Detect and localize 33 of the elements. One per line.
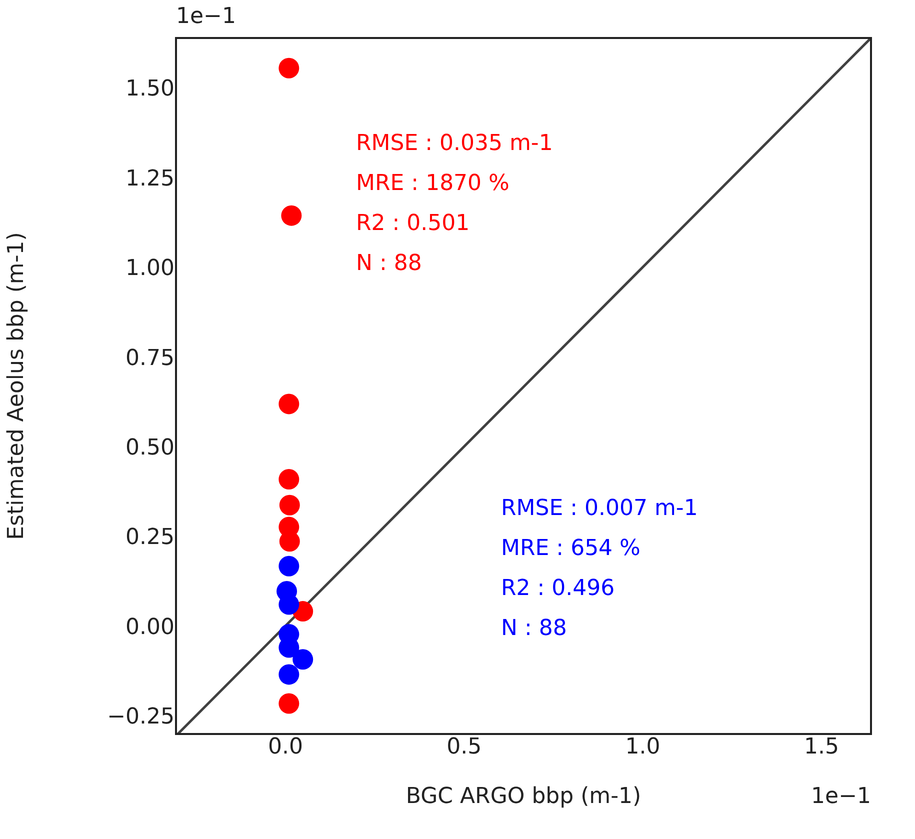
annotation: N : 88 bbox=[501, 616, 567, 641]
y-tick-label: 0.25 bbox=[126, 525, 174, 550]
text: 1e−1 bbox=[176, 4, 236, 29]
y-tick-label: 1.50 bbox=[126, 76, 174, 102]
y-tick-label: 1.25 bbox=[126, 166, 174, 192]
y-axis-title: Estimated Aeolus bbp (m-1) bbox=[4, 232, 29, 540]
text: 1e−1 bbox=[811, 784, 871, 809]
annotation: MRE : 654 % bbox=[501, 536, 640, 561]
annotation: MRE : 1870 % bbox=[356, 171, 510, 196]
point bbox=[278, 556, 300, 576]
annotation: RMSE : 0.035 m-1 bbox=[356, 131, 553, 156]
point bbox=[278, 394, 300, 414]
point bbox=[279, 494, 300, 516]
point bbox=[278, 664, 300, 685]
y-tick-label: 1.00 bbox=[126, 256, 174, 282]
point bbox=[278, 469, 300, 490]
annotation: RMSE : 0.007 m-1 bbox=[501, 496, 698, 521]
point bbox=[278, 693, 300, 714]
y-tick-label: 0.50 bbox=[126, 435, 174, 460]
annotation: R2 : 0.501 bbox=[356, 211, 470, 236]
x-axis-title: BGC ARGO bbp (m-1) bbox=[406, 784, 642, 809]
y-tick-label: 0.00 bbox=[126, 614, 174, 640]
x-tick-label: 1.5 bbox=[804, 734, 839, 760]
point bbox=[278, 58, 300, 78]
point bbox=[292, 649, 314, 670]
annotation: R2 : 0.496 bbox=[501, 576, 615, 601]
y-tick-label: 0.75 bbox=[126, 346, 174, 371]
x-tick-label: 1.0 bbox=[625, 734, 660, 760]
y-tick-label: −0.25 bbox=[107, 704, 174, 730]
x-tick-label: 0.5 bbox=[446, 734, 482, 760]
annotation: N : 88 bbox=[356, 251, 422, 276]
x-tick-label: 0.0 bbox=[268, 734, 303, 760]
point bbox=[281, 205, 302, 226]
